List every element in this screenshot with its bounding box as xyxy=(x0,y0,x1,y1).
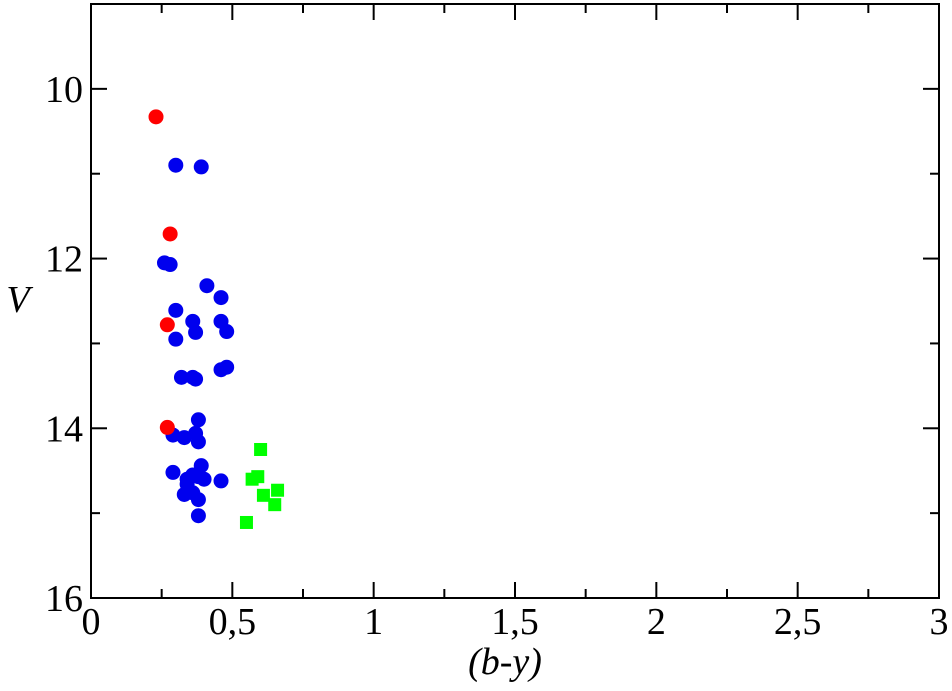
data-point-circle xyxy=(188,324,204,340)
data-point-square xyxy=(245,472,259,486)
x-tick-label: 2 xyxy=(647,601,666,643)
x-tick-label: 1 xyxy=(364,601,383,643)
data-point-circle xyxy=(162,257,178,273)
y-axis-title: V xyxy=(6,279,33,321)
data-point-circle xyxy=(190,434,206,450)
data-point-circle xyxy=(213,290,229,306)
data-point-square xyxy=(254,443,268,456)
y-tick-label: 16 xyxy=(45,578,83,620)
data-point-circle xyxy=(196,471,212,487)
x-axis-title: (b-y) xyxy=(468,641,542,683)
data-point-circle xyxy=(168,331,184,347)
y-tick-label: 14 xyxy=(45,408,83,450)
y-tick-label: 12 xyxy=(45,239,83,281)
data-point-circle xyxy=(190,492,206,508)
data-point-circle xyxy=(148,109,164,125)
data-point-circle xyxy=(168,302,184,318)
data-point-circle xyxy=(165,464,181,480)
data-point-circle xyxy=(213,362,229,378)
data-point-circle xyxy=(188,371,204,387)
x-tick-label: 3 xyxy=(930,601,949,643)
x-tick-label: 2,5 xyxy=(774,601,822,643)
data-point-circle xyxy=(193,159,209,175)
data-point-circle xyxy=(173,369,189,385)
data-point-circle xyxy=(159,419,175,435)
x-tick-label: 0,5 xyxy=(209,601,257,643)
data-point-circle xyxy=(190,508,206,524)
data-point-circle xyxy=(213,473,229,489)
data-point-square xyxy=(256,488,270,502)
data-point-circle xyxy=(219,324,235,340)
data-point-square xyxy=(271,483,285,497)
data-point-circle xyxy=(190,412,206,428)
data-point-circle xyxy=(168,157,184,173)
x-tick-label: 0 xyxy=(82,601,101,643)
points-layer xyxy=(148,109,285,529)
data-point-circle xyxy=(162,226,178,242)
x-tick-label: 1,5 xyxy=(491,601,539,643)
tick-labels-layer: 0 0,5 1 1,5 2 2,5 3 10 12 14 16 xyxy=(45,69,949,643)
plot-frame xyxy=(90,3,940,599)
y-tick-label: 10 xyxy=(45,69,83,111)
data-point-square xyxy=(239,515,253,529)
data-point-square xyxy=(268,498,282,512)
data-point-circle xyxy=(176,430,192,446)
data-point-circle xyxy=(159,317,175,333)
data-point-circle xyxy=(199,278,215,294)
